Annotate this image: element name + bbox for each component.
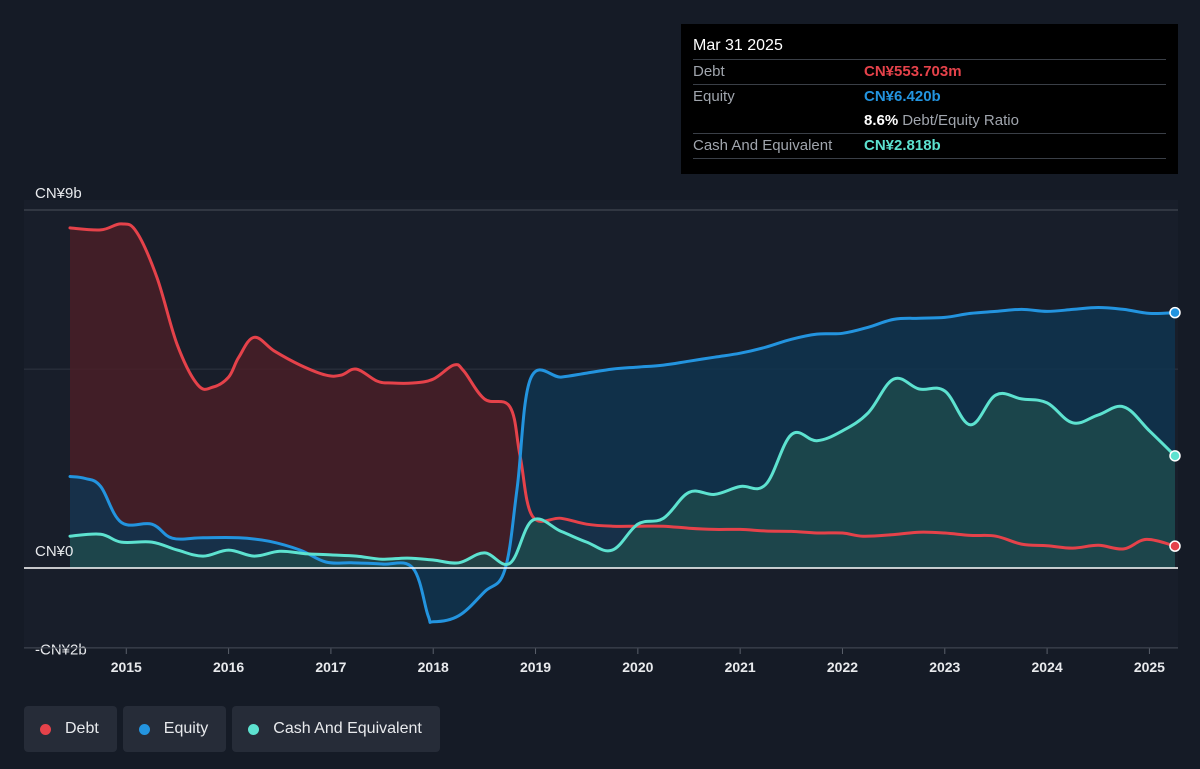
y-tick-label: -CN¥2b	[35, 642, 87, 659]
tooltip-date: Mar 31 2025	[693, 37, 783, 54]
x-tick-label: 2024	[1032, 659, 1063, 675]
legend-item-debt[interactable]: Debt	[24, 706, 117, 752]
x-tick-label: 2025	[1134, 659, 1165, 675]
x-tick-label: 2015	[111, 659, 142, 675]
tooltip-row-ratio: 8.6% Debt/Equity Ratio	[693, 109, 1166, 133]
endpoint-equity	[1169, 306, 1181, 319]
series-lines	[68, 222, 1177, 624]
x-tick-label: 2022	[827, 659, 858, 675]
area-cash-and-equivalent	[70, 378, 1175, 568]
y-axis-labels: CN¥9b CN¥0 -CN¥2b	[35, 185, 87, 659]
tooltip-ratio-label: Debt/Equity Ratio	[902, 112, 1019, 129]
line-equity	[68, 306, 1177, 624]
legend-label-equity: Equity	[163, 720, 209, 737]
legend-item-equity[interactable]: Equity	[122, 706, 227, 752]
tooltip-cash-label: Cash And Equivalent	[693, 137, 833, 154]
line-debt	[68, 222, 1177, 551]
chart-plot-area: CN¥9b CN¥0 -CN¥2b 2015 2016 2017 2018 2019 2020…	[24, 185, 1181, 675]
tooltip-equity-label: Equity	[693, 88, 735, 105]
tooltip-equity-value: CN¥6.420b	[864, 88, 941, 105]
tooltip-row-cash: Cash And Equivalent CN¥2.818b	[693, 133, 1166, 159]
legend-dot-debt	[40, 723, 51, 735]
legend-item-cash[interactable]: Cash And Equivalent	[232, 706, 440, 752]
tooltip-ratio-spacer	[693, 109, 864, 133]
x-tick-label: 2023	[929, 659, 960, 675]
x-tick-label: 2017	[315, 659, 346, 675]
tooltip-cash-value: CN¥2.818b	[864, 137, 941, 154]
tooltip-row-debt: Debt CN¥553.703m	[693, 59, 1166, 84]
tooltip-debt-value: CN¥553.703m	[864, 63, 962, 80]
legend-label-cash: Cash And Equivalent	[273, 720, 422, 737]
x-tick-label: 2021	[725, 659, 756, 675]
y-tick-label: CN¥9b	[35, 185, 82, 202]
x-tick-label: 2020	[622, 659, 653, 675]
endpoint-debt	[1169, 540, 1181, 552]
y-tick-label: CN¥0	[35, 543, 73, 560]
legend-label-debt: Debt	[65, 720, 99, 737]
x-axis-labels: 2015 2016 2017 2018 2019 2020 2021 2022 2023 2024…	[24, 647, 1178, 675]
x-tick-label: 2019	[520, 659, 551, 675]
area-debt	[70, 223, 1175, 568]
x-tick-label: 2016	[213, 659, 244, 675]
legend-dot-cash	[248, 723, 260, 735]
tooltip-ratio-value: 8.6%	[864, 112, 899, 129]
tooltip-debt-label: Debt	[693, 63, 725, 80]
line-cash-and-equivalent	[68, 376, 1177, 566]
endpoint-cash-and-equivalent	[1169, 450, 1181, 462]
tooltip-row-equity: Equity CN¥6.420b	[693, 84, 1166, 109]
series-areas	[70, 223, 1175, 623]
x-tick-label: 2018	[418, 659, 449, 675]
series-end-points	[1169, 306, 1181, 552]
chart-legend: Debt Equity Cash And Equivalent	[24, 706, 440, 752]
hover-tooltip: Mar 31 2025 Debt CN¥553.703m Equity CN¥6…	[681, 24, 1178, 174]
legend-dot-equity	[138, 723, 150, 735]
